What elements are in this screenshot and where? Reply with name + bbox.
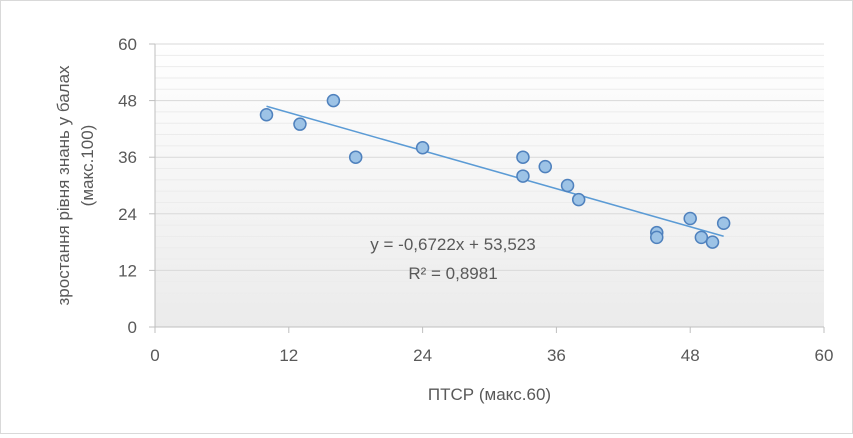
x-tick-label: 36 bbox=[547, 346, 566, 365]
data-point bbox=[538, 159, 552, 174]
x-tick-label: 48 bbox=[681, 346, 700, 365]
data-point bbox=[694, 230, 709, 245]
x-tick-label: 24 bbox=[413, 346, 432, 365]
y-axis-label-line1: зростання рівня знань у балах bbox=[54, 65, 73, 306]
data-point bbox=[516, 169, 530, 183]
trendline-r2: R² = 0,8981 bbox=[408, 264, 497, 283]
data-point bbox=[259, 108, 274, 122]
data-point bbox=[326, 93, 341, 108]
data-point bbox=[716, 216, 731, 230]
gridlines bbox=[155, 43, 824, 328]
data-points bbox=[259, 93, 731, 249]
x-tick-label: 60 bbox=[815, 346, 834, 365]
data-point bbox=[650, 230, 664, 245]
y-tick-label: 36 bbox=[118, 148, 137, 167]
y-axis-label-line2: (макс.100) bbox=[78, 125, 97, 207]
y-tick-label: 0 bbox=[128, 318, 137, 337]
data-point bbox=[683, 211, 697, 226]
y-tick-label: 12 bbox=[118, 261, 137, 280]
y-tick-label: 24 bbox=[118, 205, 137, 224]
tick-labels: 0 12 24 36 48 60 0 12 24 36 48 60 bbox=[118, 35, 833, 365]
data-point bbox=[560, 178, 575, 193]
x-axis-label: ПТСР (макс.60) bbox=[428, 385, 551, 404]
y-tick-label: 48 bbox=[118, 92, 137, 111]
y-tick-label: 60 bbox=[118, 35, 137, 54]
plot-area bbox=[155, 44, 824, 327]
data-point bbox=[705, 235, 720, 249]
x-tick-label: 0 bbox=[150, 346, 159, 365]
data-point bbox=[516, 150, 530, 164]
data-point bbox=[415, 141, 430, 155]
x-tick-label: 12 bbox=[279, 346, 298, 365]
axes bbox=[149, 43, 825, 333]
data-point bbox=[571, 192, 586, 207]
data-point bbox=[293, 117, 307, 131]
data-point bbox=[348, 150, 363, 164]
trendline bbox=[266, 105, 724, 237]
trendline-equation: y = -0,6722x + 53,523 bbox=[370, 235, 535, 254]
